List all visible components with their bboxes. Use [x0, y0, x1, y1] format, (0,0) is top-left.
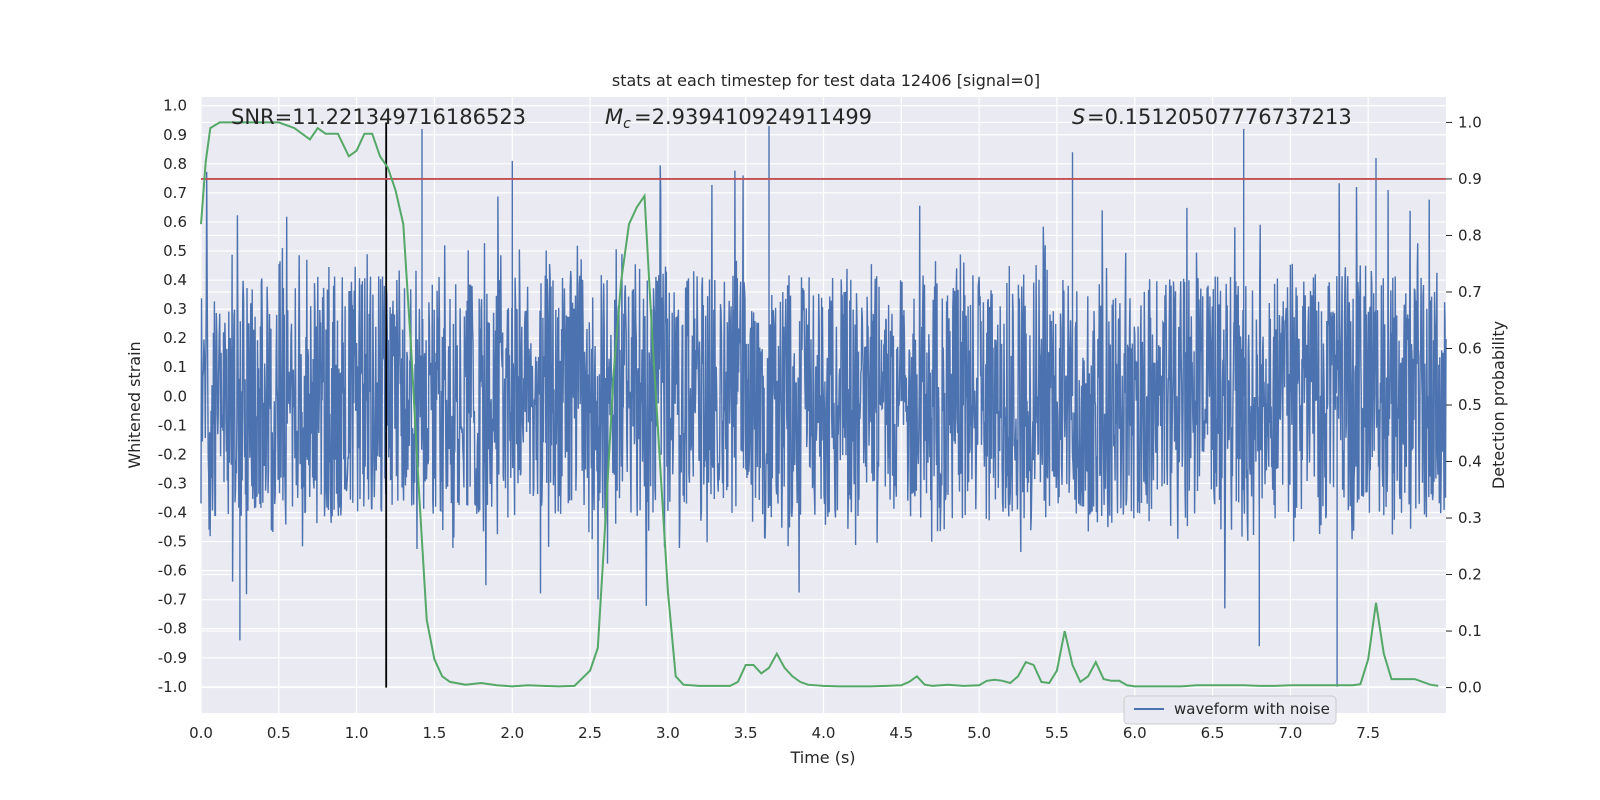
y-left-tick-label: -0.3: [158, 474, 187, 492]
y-right-axis-label: Detection probability: [1489, 321, 1508, 489]
x-axis-label: Time (s): [789, 748, 855, 767]
snr-annotation: SNR=11.221349716186523: [231, 105, 526, 129]
y-left-ticks: 1.0 0.9 0.8 0.7 0.6 0.5 0.4 0.3 0.2 0.1 0.0 -0.1 -0.…: [158, 97, 187, 696]
y-left-tick-label: 0.9: [163, 126, 187, 144]
y-left-tick-label: -0.4: [158, 504, 187, 522]
x-axis-ticks: 0.0 0.5 1.0 1.5 2.0 2.5 3.0 3.5 4.0 4.5 5.0 5.5 6.0 6…: [189, 724, 1380, 742]
y-right-tick-label: 1.0: [1458, 113, 1482, 131]
legend-box: [1123, 695, 1337, 725]
s-symbol: S: [1072, 105, 1085, 129]
s-value: =0.15120507776737213: [1087, 105, 1352, 129]
y-right-tick-label: 0.4: [1458, 453, 1482, 471]
y-left-tick-label: -0.5: [158, 533, 187, 551]
y-right-tick-label: 0.1: [1458, 622, 1482, 640]
x-tick-label: 1.0: [345, 724, 369, 742]
y-left-tick-label: -0.9: [158, 649, 187, 667]
y-left-tick-label: -0.1: [158, 416, 187, 434]
waveform-series: [200, 126, 1447, 687]
x-tick-label: 0.0: [189, 724, 213, 742]
detection-probability-line: [200, 121, 1439, 688]
y-right-tick-label: 0.8: [1458, 226, 1482, 244]
y-right-tick-label: 0.5: [1458, 396, 1482, 414]
y-right-tick-label: 0.0: [1458, 679, 1482, 697]
x-tick-label: 3.5: [734, 724, 758, 742]
x-tick-label: 4.0: [812, 724, 836, 742]
y-right-tick-label: 0.7: [1458, 283, 1482, 301]
y-left-tick-label: -0.6: [158, 562, 187, 580]
x-tick-label: 1.5: [423, 724, 447, 742]
y-left-tick-label: 0.8: [163, 155, 187, 173]
chart-title: stats at each timestep for test data 124…: [612, 71, 1040, 90]
x-tick-label: 6.0: [1123, 724, 1147, 742]
x-tick-label: 7.5: [1356, 724, 1380, 742]
y-left-tick-label: -0.8: [158, 620, 187, 638]
x-tick-label: 6.5: [1201, 724, 1225, 742]
y-right-tick-label: 0.3: [1458, 509, 1482, 527]
x-tick-label: 5.0: [967, 724, 991, 742]
x-tick-label: 2.5: [578, 724, 602, 742]
y-left-tick-label: 0.3: [163, 300, 187, 318]
x-tick-label: 3.0: [656, 724, 680, 742]
legend: waveform with noise: [1123, 695, 1337, 725]
y-left-tick-label: 0.2: [163, 329, 187, 347]
y-right-tick-label: 0.6: [1458, 339, 1482, 357]
y-left-tick-label: 0.1: [163, 358, 187, 376]
y-left-tick-label: -1.0: [158, 678, 187, 696]
x-tick-label: 7.0: [1278, 724, 1302, 742]
y-left-axis-label: Whitened strain: [125, 341, 144, 468]
mc-value: =2.939410924911499: [634, 105, 872, 129]
x-tick-label: 0.5: [267, 724, 291, 742]
y-left-tick-label: 1.0: [163, 97, 187, 115]
y-left-tick-label: 0.4: [163, 271, 187, 289]
y-right-tick-label: 0.9: [1458, 170, 1482, 188]
waveform-trace: [200, 126, 1447, 687]
y-left-tick-label: 0.5: [163, 242, 187, 260]
y-left-tick-label: -0.2: [158, 445, 187, 463]
x-tick-label: 5.5: [1045, 724, 1069, 742]
s-annotation: S =0.15120507776737213: [1072, 105, 1352, 129]
chirp-mass-annotation: Mc =2.939410924911499: [605, 105, 872, 132]
y-right-tick-label: 0.2: [1458, 566, 1482, 584]
x-tick-label: 4.5: [889, 724, 913, 742]
y-left-tick-label: 0.6: [163, 213, 187, 231]
detection-probability-series: [200, 121, 1439, 688]
y-left-tick-label: -0.7: [158, 591, 187, 609]
y-right-ticks: 1.0 0.9 0.8 0.7 0.6 0.5 0.4 0.3 0.2 0.1 0.0: [1446, 113, 1482, 697]
x-tick-label: 2.0: [500, 724, 524, 742]
y-left-tick-label: 0.0: [163, 387, 187, 405]
y-left-tick-label: 0.7: [163, 184, 187, 202]
legend-label-waveform: waveform with noise: [1174, 700, 1330, 718]
